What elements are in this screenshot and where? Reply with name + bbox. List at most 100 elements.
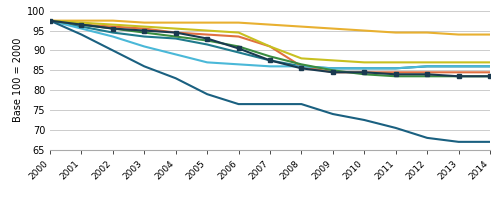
Cement — [456, 65, 462, 68]
Chemicals — [298, 65, 304, 68]
Steel — [142, 27, 148, 30]
Line: Food: Food — [50, 21, 490, 76]
Steel — [456, 71, 462, 74]
Cement — [267, 65, 273, 68]
Cement — [298, 65, 304, 68]
Machinery — [298, 57, 304, 60]
Food — [142, 31, 148, 34]
Chemicals — [456, 65, 462, 68]
Paper — [78, 19, 84, 22]
Transport vehicles — [236, 103, 242, 105]
Y-axis label: Base 100 = 2000: Base 100 = 2000 — [12, 38, 22, 122]
Machinery — [392, 61, 398, 64]
Total — [142, 29, 148, 32]
Cement — [236, 63, 242, 66]
Paper — [267, 23, 273, 26]
Total — [47, 19, 53, 22]
Paper — [204, 21, 210, 24]
Transport vehicles — [78, 33, 84, 36]
Food — [236, 45, 242, 48]
Food — [424, 75, 430, 77]
Cement — [392, 67, 398, 70]
Line: Paper: Paper — [50, 21, 490, 34]
Line: Cement: Cement — [50, 21, 490, 68]
Paper — [424, 31, 430, 34]
Food — [47, 19, 53, 22]
Machinery — [236, 31, 242, 34]
Transport vehicles — [330, 113, 336, 115]
Machinery — [424, 61, 430, 64]
Chemicals — [110, 31, 116, 34]
Steel — [362, 71, 368, 74]
Food — [456, 75, 462, 77]
Cement — [330, 67, 336, 70]
Steel — [47, 19, 53, 22]
Machinery — [267, 45, 273, 48]
Chemicals — [330, 67, 336, 70]
Chemicals — [47, 19, 53, 22]
Transport vehicles — [487, 141, 493, 143]
Chemicals — [487, 65, 493, 68]
Paper — [330, 27, 336, 30]
Paper — [142, 21, 148, 24]
Line: Chemicals: Chemicals — [50, 21, 490, 68]
Total — [456, 75, 462, 77]
Paper — [236, 21, 242, 24]
Cement — [487, 65, 493, 68]
Line: Steel: Steel — [50, 21, 490, 72]
Food — [487, 75, 493, 77]
Machinery — [110, 23, 116, 26]
Line: Total: Total — [48, 19, 492, 78]
Machinery — [487, 61, 493, 64]
Steel — [267, 45, 273, 48]
Transport vehicles — [424, 137, 430, 139]
Paper — [110, 19, 116, 22]
Total — [78, 23, 84, 26]
Cement — [142, 45, 148, 48]
Cement — [362, 67, 368, 70]
Chemicals — [172, 37, 178, 40]
Transport vehicles — [142, 65, 148, 68]
Chemicals — [362, 67, 368, 70]
Steel — [298, 65, 304, 68]
Machinery — [330, 59, 336, 62]
Machinery — [172, 27, 178, 30]
Food — [392, 75, 398, 77]
Total — [330, 71, 336, 74]
Chemicals — [392, 67, 398, 70]
Food — [172, 35, 178, 38]
Food — [110, 27, 116, 30]
Transport vehicles — [110, 49, 116, 52]
Steel — [330, 71, 336, 74]
Steel — [172, 31, 178, 34]
Steel — [392, 71, 398, 74]
Paper — [487, 33, 493, 36]
Steel — [424, 71, 430, 74]
Paper — [47, 19, 53, 22]
Total — [424, 73, 430, 76]
Chemicals — [236, 51, 242, 54]
Total — [204, 37, 210, 40]
Transport vehicles — [298, 103, 304, 105]
Transport vehicles — [456, 141, 462, 143]
Food — [330, 69, 336, 72]
Total — [236, 47, 242, 50]
Total — [110, 27, 116, 30]
Food — [298, 63, 304, 66]
Transport vehicles — [47, 19, 53, 22]
Steel — [487, 71, 493, 74]
Cement — [78, 27, 84, 30]
Paper — [362, 29, 368, 32]
Chemicals — [424, 65, 430, 68]
Chemicals — [78, 25, 84, 28]
Transport vehicles — [267, 103, 273, 105]
Paper — [456, 33, 462, 36]
Total — [298, 67, 304, 70]
Line: Transport vehicles: Transport vehicles — [50, 21, 490, 142]
Cement — [204, 61, 210, 64]
Paper — [298, 25, 304, 28]
Transport vehicles — [172, 77, 178, 80]
Steel — [110, 25, 116, 28]
Food — [204, 39, 210, 42]
Chemicals — [142, 35, 148, 38]
